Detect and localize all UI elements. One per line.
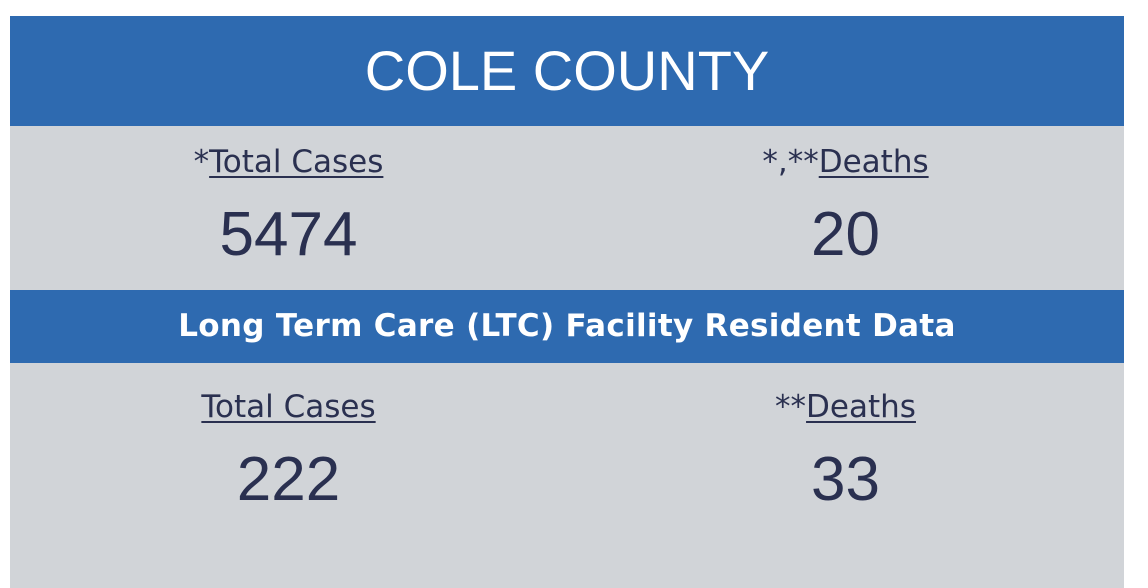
label-prefix: * (193, 144, 210, 180)
county-stats: *Total Cases 5474 *,**Deaths 20 (10, 142, 1124, 266)
stat-label: *Total Cases (10, 142, 567, 182)
stat-value: 222 (236, 445, 341, 514)
stat-cell: *Total Cases 5474 (10, 142, 567, 266)
label-text: Deaths (818, 144, 929, 180)
stat-cell: **Deaths 33 (567, 387, 1124, 511)
stat-value: 5474 (219, 200, 358, 269)
label-text: Total Cases (201, 389, 376, 425)
label-prefix: ** (775, 389, 807, 425)
label-prefix: *,** (762, 144, 819, 180)
ltc-title: Long Term Care (LTC) Facility Resident D… (10, 290, 1124, 363)
stat-cell: Total Cases 222 (10, 387, 567, 511)
stat-value: 20 (811, 200, 880, 269)
county-title: COLE COUNTY (10, 16, 1124, 126)
label-text: Total Cases (209, 144, 384, 180)
stat-value: 33 (811, 445, 880, 514)
stat-label: **Deaths (567, 387, 1124, 427)
stat-label: Total Cases (10, 387, 567, 427)
ltc-stats: Total Cases 222 **Deaths 33 (10, 387, 1124, 511)
label-text: Deaths (806, 389, 916, 425)
stat-cell: *,**Deaths 20 (567, 142, 1124, 266)
stat-label: *,**Deaths (567, 142, 1124, 182)
county-panel: COLE COUNTY *Total Cases 5474 *,**Deaths… (10, 16, 1124, 588)
